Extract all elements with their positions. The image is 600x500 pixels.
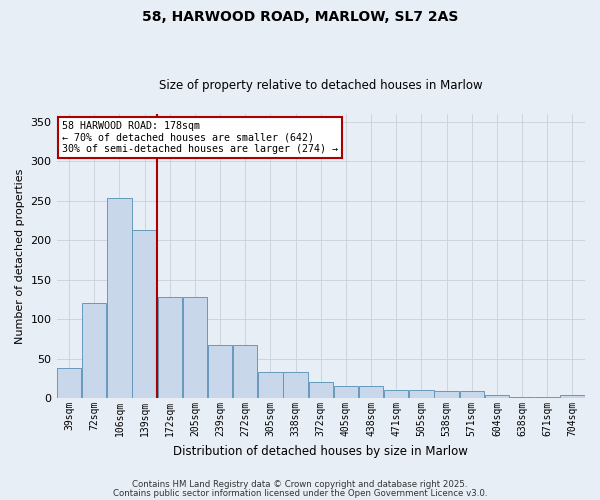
Title: Size of property relative to detached houses in Marlow: Size of property relative to detached ho… bbox=[159, 79, 482, 92]
Text: Contains public sector information licensed under the Open Government Licence v3: Contains public sector information licen… bbox=[113, 488, 487, 498]
Bar bbox=[334, 386, 358, 398]
Bar bbox=[485, 395, 509, 398]
Bar bbox=[133, 230, 157, 398]
X-axis label: Distribution of detached houses by size in Marlow: Distribution of detached houses by size … bbox=[173, 444, 468, 458]
Bar bbox=[560, 395, 584, 398]
Bar bbox=[82, 304, 106, 398]
Bar bbox=[434, 391, 459, 398]
Bar bbox=[359, 386, 383, 398]
Text: 58 HARWOOD ROAD: 178sqm
← 70% of detached houses are smaller (642)
30% of semi-d: 58 HARWOOD ROAD: 178sqm ← 70% of detache… bbox=[62, 121, 338, 154]
Bar bbox=[233, 346, 257, 398]
Bar bbox=[308, 382, 333, 398]
Bar bbox=[384, 390, 409, 398]
Bar bbox=[183, 297, 207, 398]
Text: Contains HM Land Registry data © Crown copyright and database right 2025.: Contains HM Land Registry data © Crown c… bbox=[132, 480, 468, 489]
Bar bbox=[208, 346, 232, 398]
Bar bbox=[107, 198, 131, 398]
Bar bbox=[283, 372, 308, 398]
Bar bbox=[460, 391, 484, 398]
Bar bbox=[409, 390, 434, 398]
Bar bbox=[57, 368, 82, 398]
Text: 58, HARWOOD ROAD, MARLOW, SL7 2AS: 58, HARWOOD ROAD, MARLOW, SL7 2AS bbox=[142, 10, 458, 24]
Bar bbox=[258, 372, 283, 398]
Bar bbox=[158, 297, 182, 398]
Y-axis label: Number of detached properties: Number of detached properties bbox=[15, 168, 25, 344]
